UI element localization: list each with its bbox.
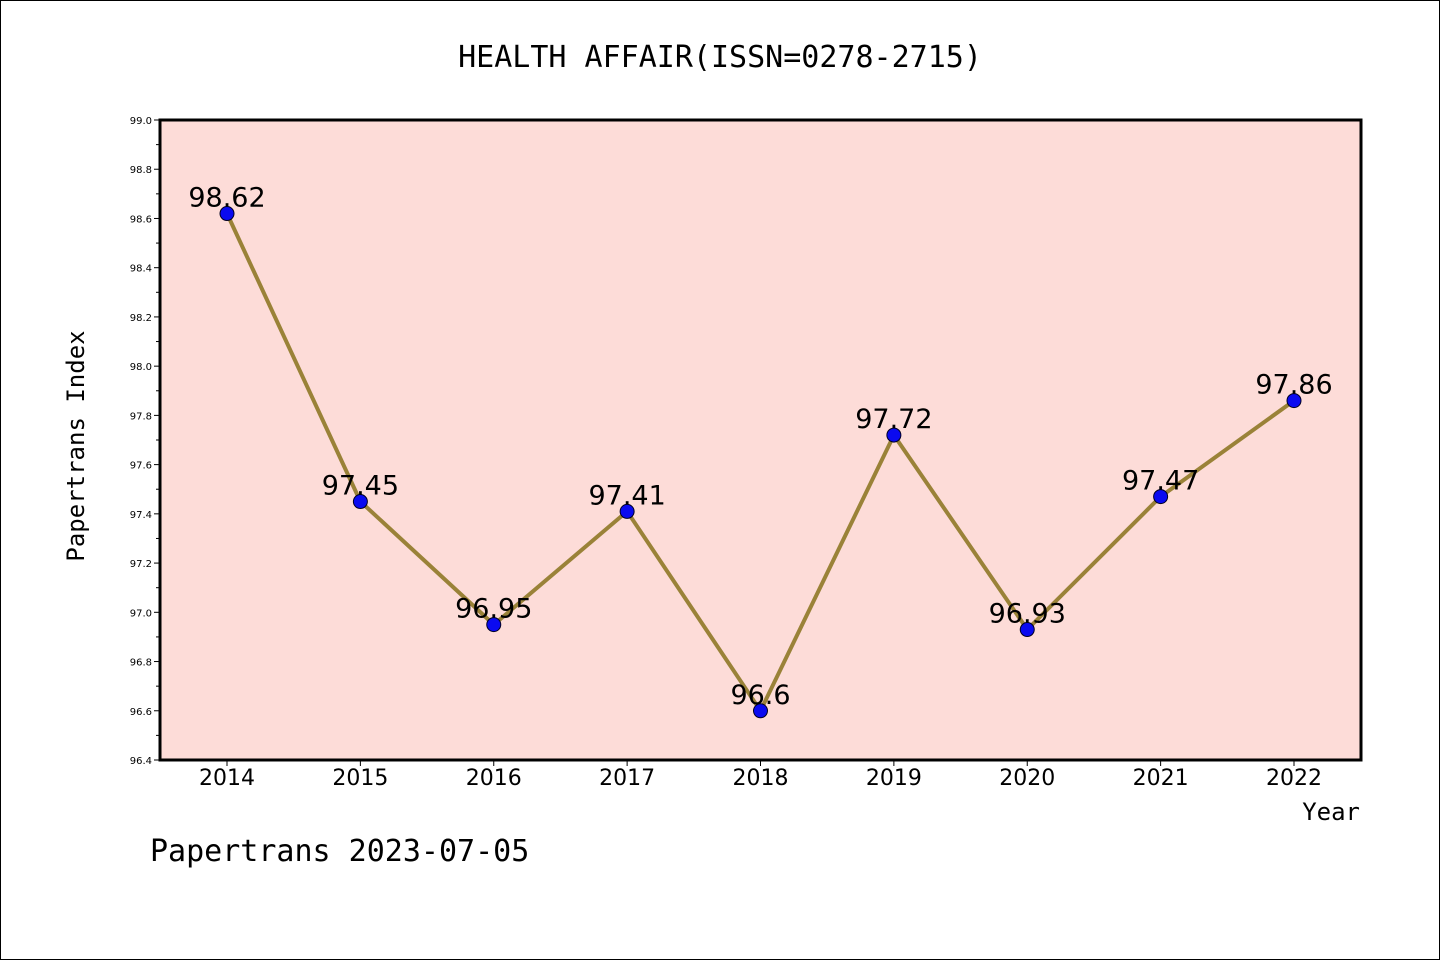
data-point bbox=[219, 206, 235, 222]
data-point bbox=[886, 427, 902, 443]
data-point bbox=[753, 703, 768, 719]
y-tick-label: 97.6 bbox=[130, 461, 152, 472]
y-axis-label: Papertrans Index bbox=[62, 330, 90, 561]
y-tick-label: 98.2 bbox=[130, 313, 152, 324]
chart-title: HEALTH AFFAIR(ISSN=0278-2715) bbox=[458, 40, 982, 75]
x-axis: 2014 2015 2016 2017 2018 2019 2020 2021 2022 bbox=[199, 760, 1322, 791]
x-tick-label: 2019 bbox=[866, 766, 922, 791]
plot-area bbox=[160, 120, 1361, 760]
y-tick-label: 96.6 bbox=[130, 707, 152, 718]
y-tick-label: 97.0 bbox=[130, 608, 152, 619]
y-tick-label: 98.8 bbox=[130, 165, 152, 176]
data-label: 97.47 bbox=[1122, 466, 1199, 497]
x-tick-label: 2017 bbox=[599, 766, 655, 791]
y-tick-label: 96.4 bbox=[130, 756, 152, 767]
y-tick-label: 98.4 bbox=[130, 264, 152, 275]
y-tick-label: 96.8 bbox=[130, 658, 152, 669]
data-point bbox=[619, 503, 635, 519]
x-tick-label: 2018 bbox=[733, 766, 789, 791]
data-label: 96.93 bbox=[989, 599, 1066, 630]
data-label: 96.6 bbox=[730, 680, 790, 711]
x-tick-label: 2021 bbox=[1133, 766, 1189, 791]
data-point bbox=[1019, 622, 1035, 638]
y-axis: 96.4 96.6 96.8 97.0 97.2 97.4 97.6 97.8 98.0 98.2… bbox=[130, 116, 160, 767]
x-tick-label: 2014 bbox=[199, 766, 255, 791]
y-tick-label: 98.0 bbox=[130, 362, 152, 373]
x-tick-label: 2016 bbox=[466, 766, 522, 791]
x-tick-label: 2015 bbox=[332, 766, 388, 791]
y-tick-label: 97.8 bbox=[130, 411, 152, 422]
data-label: 97.41 bbox=[588, 480, 665, 511]
data-point bbox=[1153, 489, 1169, 505]
data-point bbox=[486, 617, 502, 633]
x-tick-label: 2020 bbox=[999, 766, 1055, 791]
footer-note: Papertrans 2023-07-05 bbox=[150, 834, 530, 869]
data-label: 97.86 bbox=[1255, 370, 1332, 401]
y-tick-label: 97.4 bbox=[130, 510, 152, 521]
x-tick-label: 2022 bbox=[1266, 766, 1322, 791]
y-tick-label: 98.6 bbox=[130, 214, 152, 225]
data-label: 97.72 bbox=[855, 404, 932, 435]
y-tick-label: 97.2 bbox=[130, 559, 152, 570]
data-point bbox=[352, 494, 368, 510]
y-tick-label: 99.0 bbox=[130, 116, 152, 127]
data-label: 97.45 bbox=[322, 471, 399, 502]
data-label: 96.95 bbox=[455, 594, 532, 625]
data-label: 98.62 bbox=[188, 183, 265, 214]
x-axis-label: Year bbox=[1302, 798, 1360, 826]
plot-border bbox=[158, 118, 1363, 762]
series-layer: 98.62 97.45 96.95 97.41 96.6 97.72 96.93 97.47 9… bbox=[188, 183, 1333, 719]
data-point bbox=[1286, 393, 1302, 409]
